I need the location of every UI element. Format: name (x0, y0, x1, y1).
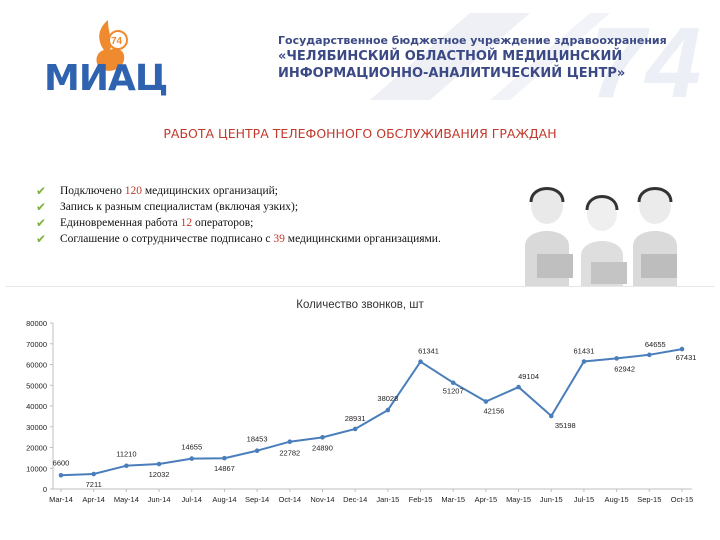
watermark-text: 74 (590, 7, 700, 110)
x-tick-label: Jul-14 (182, 495, 202, 504)
data-label: 49104 (518, 372, 539, 381)
data-label: 61431 (574, 347, 595, 356)
x-tick-label: Sep-14 (245, 495, 269, 504)
data-label: 22782 (279, 449, 300, 458)
data-point (352, 426, 358, 432)
x-tick-label: Sep-15 (637, 495, 661, 504)
org-line-2: «ЧЕЛЯБИНСКИЙ ОБЛАСТНОЙ МЕДИЦИНСКИЙ (278, 49, 623, 64)
x-tick-label: Oct-14 (279, 495, 302, 504)
chart-title: Количество звонков, шт (296, 299, 424, 311)
check-icon: ✔ (36, 184, 47, 198)
x-tick-label: Dec-14 (343, 495, 367, 504)
x-tick-label: Oct-15 (671, 495, 694, 504)
data-label: 28931 (345, 414, 366, 423)
data-point (222, 455, 227, 461)
y-tick-label: 50000 (26, 381, 47, 390)
call-center-operators-image (507, 176, 689, 288)
logo-badge: 74 (111, 36, 123, 47)
data-label: 38028 (377, 394, 398, 403)
series-line (60, 348, 683, 477)
y-tick-label: 0 (43, 485, 47, 494)
data-point (254, 448, 260, 454)
check-icon: ✔ (36, 216, 47, 230)
bullet-item: ✔ Запись к разным специалистам (включая … (36, 200, 299, 214)
data-label: 6600 (53, 458, 70, 467)
x-tick-label: Jun-15 (540, 495, 563, 504)
watermark-graphic: 74 (370, 7, 700, 110)
org-line-3: ИНФОРМАЦИОННО-АНАЛИТИЧЕСКИЙ ЦЕНТР» (278, 66, 626, 81)
x-tick-label: Aug-15 (605, 495, 629, 504)
data-point (679, 346, 685, 352)
data-label: 11210 (116, 450, 136, 459)
data-label: 14655 (181, 443, 202, 452)
x-tick-label: Feb-15 (409, 495, 433, 504)
x-tick-label: Nov-14 (310, 495, 334, 504)
data-label: 7211 (86, 480, 102, 489)
data-label: 12032 (149, 470, 170, 479)
data-point (516, 384, 521, 390)
data-labels: 6600 7211 11210 12032 14655 14867 18453 22782 24… (53, 340, 697, 489)
bullet-list: ✔ Подключено 120 медицинских организаций… (36, 183, 441, 247)
data-label: 14867 (214, 464, 235, 473)
logo-text: МИАЦ (44, 58, 168, 99)
bullet-item: ✔ Единовременная работа 12 операторов; (36, 216, 254, 230)
data-point (548, 413, 554, 419)
y-tick-label: 20000 (26, 444, 47, 453)
x-tick-label: May-15 (506, 495, 531, 504)
data-label: 35198 (555, 421, 576, 430)
x-tick-label: Mar-15 (441, 495, 465, 504)
data-label: 67431 (676, 353, 697, 362)
org-line-1: Государственное бюджетное учреждение здр… (278, 34, 667, 47)
bullet-item: ✔ Соглашение о сотрудничестве подписано … (36, 232, 441, 246)
data-label: 18453 (247, 435, 268, 444)
data-point (287, 439, 293, 445)
data-point (320, 435, 325, 440)
data-point (483, 399, 489, 404)
x-tick-label: Apr-14 (82, 495, 105, 504)
x-tick-label: Jan-15 (376, 495, 399, 504)
data-point (58, 473, 64, 478)
x-tick-label: Jun-14 (148, 495, 171, 504)
y-tick-label: 60000 (26, 361, 47, 370)
data-label: 51207 (443, 387, 464, 396)
x-tick-label: Aug-14 (212, 495, 236, 504)
y-tick-label: 40000 (26, 402, 47, 411)
data-point (385, 407, 391, 413)
data-point (189, 456, 195, 461)
y-tick-label: 80000 (26, 319, 47, 328)
page-title: РАБОТА ЦЕНТРА ТЕЛЕФОННОГО ОБСЛУЖИВАНИЯ Г… (163, 126, 557, 141)
data-label: 61341 (418, 347, 439, 356)
x-axis: Mar-14 Apr-14 May-14 Jun-14 Jul-14 Aug-14 Sep-… (49, 488, 694, 504)
series-points (58, 346, 685, 478)
x-tick-label: Jul-15 (574, 495, 594, 504)
data-label: 64655 (645, 340, 666, 349)
data-point (124, 463, 129, 469)
data-point (156, 461, 162, 467)
logo-graphic: 74 (96, 20, 128, 71)
chart-container: Количество звонков, шт 0 10000 20000 30000 4… (6, 286, 714, 513)
x-tick-label: May-14 (114, 495, 139, 504)
data-point (647, 352, 652, 358)
y-tick-label: 10000 (26, 464, 47, 473)
data-point (418, 359, 423, 365)
x-tick-label: Mar-14 (49, 495, 73, 504)
data-point (614, 356, 619, 361)
y-tick-label: 30000 (26, 423, 47, 432)
y-tick-label: 70000 (26, 340, 47, 349)
check-icon: ✔ (36, 200, 47, 214)
bullet-item: ✔ Подключено 120 медицинских организаций… (36, 184, 278, 198)
data-point (450, 380, 456, 386)
org-name: Государственное бюджетное учреждение здр… (278, 34, 698, 81)
header: 74 74 МИАЦ Государственное бюджетное учр… (0, 0, 720, 118)
data-label: 62942 (614, 364, 635, 373)
calls-line-chart: Количество звонков, шт 0 10000 20000 30000 4… (26, 299, 697, 504)
y-axis: 0 10000 20000 30000 40000 50000 60000 70000 8000… (26, 319, 54, 494)
data-point (581, 359, 587, 364)
x-tick-label: Apr-15 (475, 495, 498, 504)
data-label: 42156 (483, 407, 504, 416)
check-icon: ✔ (36, 232, 47, 246)
data-point (91, 471, 96, 477)
data-label: 24890 (312, 443, 333, 452)
